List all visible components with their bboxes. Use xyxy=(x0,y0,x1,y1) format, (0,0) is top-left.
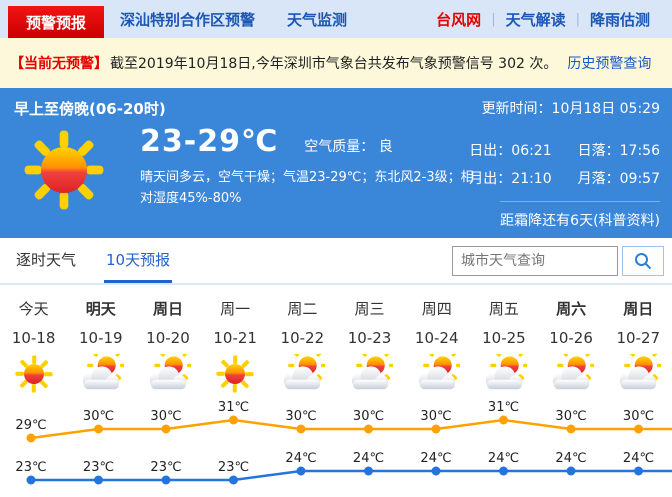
frost-countdown-link[interactable]: 距霜降还有6天(科普资料) xyxy=(500,201,660,230)
update-time: 更新时间：10月18日 05:29 xyxy=(481,101,660,117)
moonrise-time: 月出：21:10 xyxy=(469,171,552,187)
svg-text:23℃: 23℃ xyxy=(150,460,181,475)
svg-text:24℃: 24℃ xyxy=(623,451,654,466)
svg-text:24℃: 24℃ xyxy=(488,451,519,466)
forecast-period: 早上至傍晚(06-20时) xyxy=(14,100,166,118)
forecast-date: 10-26 xyxy=(549,329,593,347)
top-nav: 预警预报 深汕特别合作区预警 天气监测 台风网 | 天气解读 | 降雨估测 xyxy=(0,0,672,38)
svg-text:23℃: 23℃ xyxy=(218,460,249,475)
high-temp-line-chart: 29℃ 30℃ 30℃ 31℃ 30℃ 30℃ 30℃ 31℃ 30℃ 30℃ xyxy=(15,400,672,443)
moonset-time: 月落：09:57 xyxy=(577,171,660,187)
forecast-day-name: 周五 xyxy=(488,300,519,318)
link-rain-estimate[interactable]: 降雨估测 xyxy=(589,10,650,29)
history-warning-link[interactable]: 历史预警查询 xyxy=(567,56,652,72)
forecast-day-name: 周日 xyxy=(623,300,654,318)
svg-text:29℃: 29℃ xyxy=(15,418,46,433)
dates-row: 10-18 10-19 10-20 10-21 10-22 10-23 10-24 10-25… xyxy=(0,319,672,347)
weather-icon-partly-cloudy xyxy=(403,345,470,400)
forecast-date: 10-22 xyxy=(280,329,325,347)
forecast-day-name: 周三 xyxy=(354,300,385,318)
forecast-date: 10-25 xyxy=(482,329,526,347)
link-typhoon-net[interactable]: 台风网 xyxy=(436,10,482,29)
tab-ten-day-forecast[interactable]: 10天预报 xyxy=(104,249,173,283)
ten-day-forecast: 今天 明天 周日 周一 周二 周三 周四 周五 周六 周日 10-18 10-19 10-20 10-2… xyxy=(0,285,672,497)
forecast-date: 10-27 xyxy=(616,329,661,347)
weather-icon-sunny xyxy=(202,354,269,400)
forecast-date: 10-23 xyxy=(347,329,392,347)
sun-moon-times: 日出：06:21 日落：17:56 月出：21:10 月落：09:57 xyxy=(469,140,660,188)
forecast-date: 10-19 xyxy=(78,329,123,347)
forecast-day-name: 周一 xyxy=(220,300,251,318)
forecast-date: 10-21 xyxy=(213,329,257,347)
sun-icon xyxy=(16,122,112,218)
current-weather-banner: 早上至傍晚(06-20时) 更新时间：10月18日 05:29 23-29℃ 空… xyxy=(0,88,672,238)
svg-text:23℃: 23℃ xyxy=(83,460,114,475)
divider: | xyxy=(491,11,496,27)
warning-count-text: 截至2019年10月18日,今年深圳市气象台共发布气象预警信号 302 次。 xyxy=(110,56,558,72)
svg-text:31℃: 31℃ xyxy=(488,400,519,415)
tab-hourly-weather[interactable]: 逐时天气 xyxy=(16,251,77,269)
svg-text:30℃: 30℃ xyxy=(83,409,114,424)
svg-text:30℃: 30℃ xyxy=(353,409,384,424)
svg-text:31℃: 31℃ xyxy=(218,400,249,415)
forecast-day-name: 周二 xyxy=(287,300,318,318)
current-conditions: 23-29℃ 空气质量： 良 晴天间多云，空气干燥；气温23-29℃；东北风2-… xyxy=(140,124,475,210)
weather-icon-partly-cloudy xyxy=(336,345,403,400)
search-icon xyxy=(635,253,652,270)
nav-links: 台风网 | 天气解读 | 降雨估测 xyxy=(426,9,672,30)
forecast-date: 10-24 xyxy=(414,329,459,347)
alert-notice-bar: 【当前无预警】 截至2019年10月18日,今年深圳市气象台共发布气象预警信号 … xyxy=(0,38,672,88)
svg-text:24℃: 24℃ xyxy=(285,451,316,466)
forecast-date: 10-20 xyxy=(146,329,190,347)
svg-text:24℃: 24℃ xyxy=(420,451,451,466)
weather-icon-partly-cloudy xyxy=(269,345,336,400)
svg-text:30℃: 30℃ xyxy=(420,409,451,424)
weather-icon-sunny xyxy=(0,354,67,400)
nav-tab-warning-forecast[interactable]: 预警预报 xyxy=(8,6,105,38)
weather-icon-partly-cloudy xyxy=(538,345,605,400)
forecast-day-name: 周六 xyxy=(556,300,587,318)
weather-icons-row xyxy=(0,345,672,400)
air-quality: 空气质量： 良 xyxy=(304,139,393,155)
forecast-day-name: 今天 xyxy=(18,300,49,318)
city-search xyxy=(452,246,664,276)
weather-icon-partly-cloudy xyxy=(134,345,201,400)
forecast-day-name: 明天 xyxy=(85,300,116,318)
day-names-row: 今天 明天 周日 周一 周二 周三 周四 周五 周六 周日 xyxy=(0,285,672,319)
temperature-range: 23-29℃ xyxy=(140,124,279,159)
sunset-time: 日落：17:56 xyxy=(577,143,660,159)
svg-text:30℃: 30℃ xyxy=(555,409,586,424)
svg-text:23℃: 23℃ xyxy=(15,460,46,475)
forecast-day-name: 周日 xyxy=(152,300,183,318)
search-button[interactable] xyxy=(622,246,664,276)
weather-icon-partly-cloudy xyxy=(67,345,134,400)
svg-text:30℃: 30℃ xyxy=(623,409,654,424)
forecast-date: 10-18 xyxy=(11,329,56,347)
low-temp-line-chart: 23℃ 23℃ 23℃ 23℃ 24℃ 24℃ 24℃ 24℃ 24℃ 24℃ xyxy=(15,451,672,485)
divider: | xyxy=(575,11,580,27)
no-warning-badge: 【当前无预警】 xyxy=(10,56,108,72)
forecast-day-name: 周四 xyxy=(421,300,452,318)
search-input[interactable] xyxy=(452,246,618,276)
svg-text:30℃: 30℃ xyxy=(285,409,316,424)
link-weather-explain[interactable]: 天气解读 xyxy=(505,10,566,29)
nav-tab-weather-monitor[interactable]: 天气监测 xyxy=(287,10,348,29)
weather-description: 晴天间多云，空气干燥；气温23-29℃；东北风2-3级；相对湿度45%-80% xyxy=(140,170,474,206)
svg-text:24℃: 24℃ xyxy=(555,451,586,466)
weather-icon-partly-cloudy xyxy=(605,345,672,400)
forecast-tabbar: 逐时天气 10天预报 xyxy=(0,238,672,285)
nav-tab-shenshan-warning[interactable]: 深汕特别合作区预警 xyxy=(120,10,256,29)
svg-text:30℃: 30℃ xyxy=(150,409,181,424)
sunrise-time: 日出：06:21 xyxy=(469,143,552,159)
weather-icon-partly-cloudy xyxy=(470,345,537,400)
svg-text:24℃: 24℃ xyxy=(353,451,384,466)
